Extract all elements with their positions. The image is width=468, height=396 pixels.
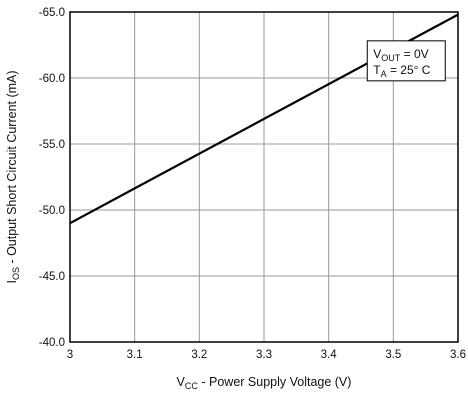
y-tick-label: -65.0 <box>39 7 65 19</box>
x-tick-label: 3.2 <box>191 349 207 361</box>
y-axis-label: IOS - Output Short Circuit Current (mA) <box>5 70 21 283</box>
x-tick-label: 3.1 <box>127 349 143 361</box>
y-tick-label: -40.0 <box>39 337 65 349</box>
annotation-ta: TA = 25° C <box>373 63 431 79</box>
x-tick-labels: 3 3.1 3.2 3.3 3.4 3.5 3.6 <box>67 349 466 361</box>
x-tick-label: 3 <box>67 349 73 361</box>
y-tick-label: -60.0 <box>39 73 65 85</box>
x-axis-label: VCC - Power Supply Voltage (V) <box>177 375 352 391</box>
x-tick-label: 3.4 <box>321 349 338 361</box>
y-tick-label: -50.0 <box>39 205 65 217</box>
x-tick-label: 3.5 <box>385 349 401 361</box>
annotation-border <box>366 40 446 82</box>
annotation-vout: VOUT = 0V <box>373 47 428 63</box>
x-tick-label: 3.6 <box>450 349 466 361</box>
y-tick-label: -45.0 <box>39 271 65 283</box>
annotation-box: VOUT = 0V TA = 25° C <box>366 40 446 82</box>
plot-frame <box>69 11 459 343</box>
y-tick-labels: -40.0 -45.0 -50.0 -55.0 -60.0 -65.0 <box>39 7 65 349</box>
y-tick-label: -55.0 <box>39 139 65 151</box>
x-tick-label: 3.3 <box>256 349 272 361</box>
